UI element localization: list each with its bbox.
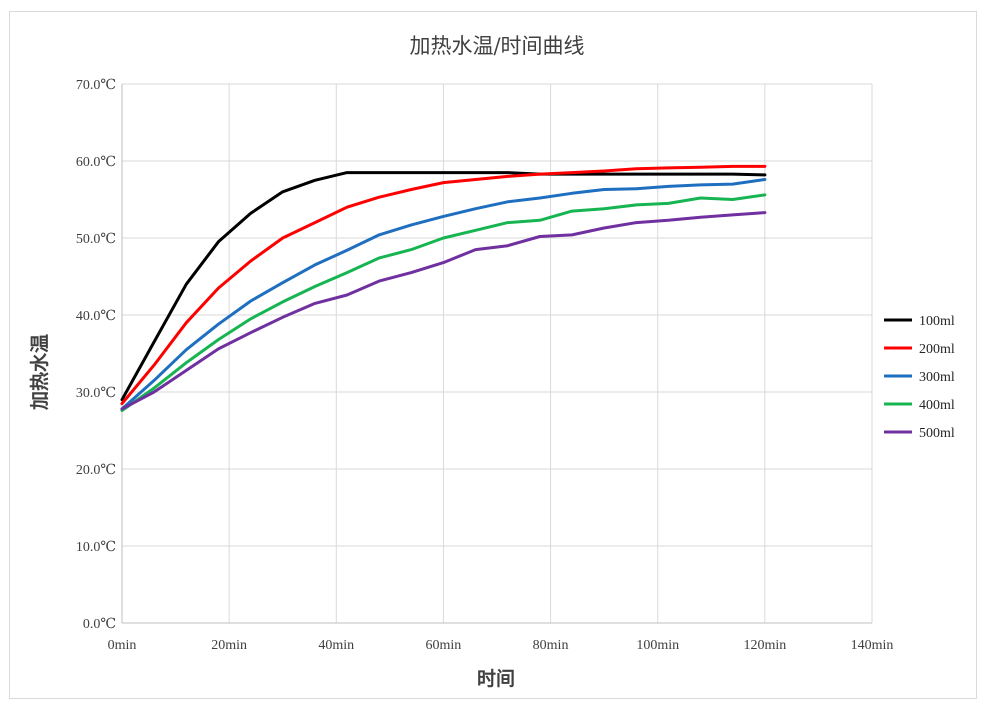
series-line-200ml (120, 164, 767, 406)
x-tick-label: 20min (211, 638, 247, 653)
y-tick-label: 50.0℃ (76, 232, 116, 247)
x-tick-label: 60min (426, 638, 462, 653)
y-tick-label: 10.0℃ (76, 540, 116, 555)
x-axis-label: 时间 (477, 668, 515, 690)
y-tick-label: 60.0℃ (76, 155, 116, 170)
y-tick-label: 70.0℃ (76, 78, 116, 93)
y-tick-label: 0.0℃ (83, 617, 116, 632)
axes (121, 84, 872, 624)
legend-label-500ml: 500ml (919, 426, 955, 441)
x-tick-label: 80min (533, 638, 569, 653)
y-axis-label: 加热水温 (28, 334, 51, 411)
x-tick-label: 0min (108, 638, 137, 653)
legend-label-300ml: 300ml (919, 370, 955, 385)
x-tick-label: 120min (743, 638, 786, 653)
y-tick-label: 30.0℃ (76, 386, 116, 401)
y-tick-label: 40.0℃ (76, 309, 116, 324)
legend-label-400ml: 400ml (919, 398, 955, 413)
x-tick-label: 100min (636, 638, 679, 653)
x-tick-label: 40min (318, 638, 354, 653)
gridlines (122, 83, 873, 623)
legend: 100ml 200ml 300ml 400ml 500ml (884, 314, 955, 441)
x-tick-label: 140min (851, 638, 894, 653)
legend-label-100ml: 100ml (919, 314, 955, 329)
series-line-300ml (120, 178, 767, 411)
chart-frame (9, 11, 977, 699)
series-line-500ml (120, 211, 767, 411)
legend-label-200ml: 200ml (919, 342, 955, 357)
chart-title: 加热水温/时间曲线 (409, 34, 584, 58)
y-tick-label: 20.0℃ (76, 463, 116, 478)
series-line-400ml (120, 193, 767, 412)
series-lines (120, 164, 767, 412)
tick-labels: 0.0℃ 10.0℃ 20.0℃ 30.0℃ 40.0℃ 50.0℃ 60.0℃ 70.0℃ 0… (76, 78, 894, 653)
series-line-100ml (120, 171, 767, 402)
